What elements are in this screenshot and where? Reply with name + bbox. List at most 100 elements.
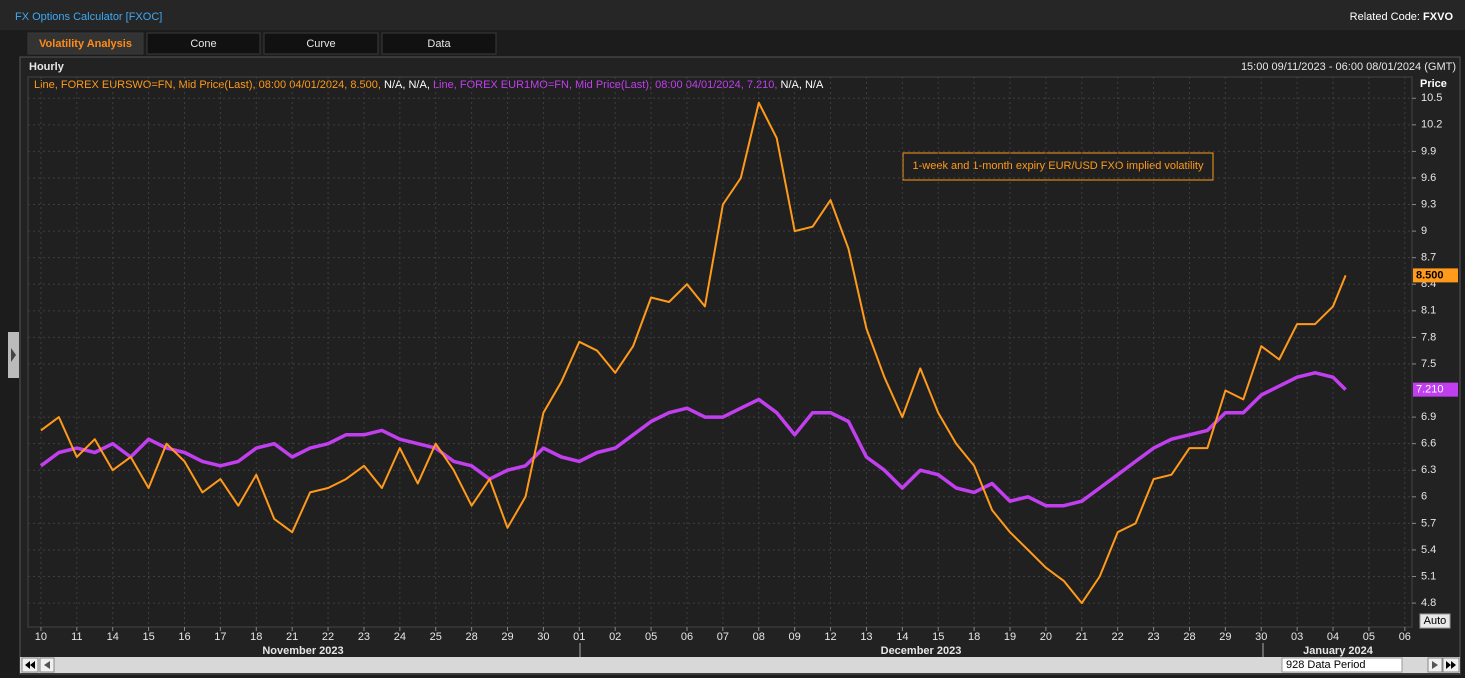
related-code-value[interactable]: FXVO (1423, 11, 1453, 23)
legend-entry: Line, FOREX EUR1MO=FN, Mid Price(Last), … (433, 79, 778, 91)
frequency-label: Hourly (29, 61, 65, 73)
scroll-first-icon (25, 661, 35, 669)
tab[interactable] (27, 32, 144, 55)
tab[interactable] (381, 32, 497, 55)
tab[interactable] (146, 32, 261, 55)
y-tick-label: 6.3 (1421, 464, 1436, 476)
data-period-box[interactable] (1281, 657, 1403, 673)
x-tick-label: 25 (430, 631, 442, 643)
x-tick-label: 04 (1327, 631, 1339, 643)
x-tick-label: 15 (142, 631, 154, 643)
x-tick-label: 15 (932, 631, 944, 643)
x-tick-label: 24 (394, 631, 406, 643)
date-range: 15:00 09/11/2023 - 06:00 08/01/2024 (GMT… (1241, 61, 1456, 73)
x-tick-label: 28 (1183, 631, 1195, 643)
x-tick-label: 08 (753, 631, 765, 643)
y-tick-label: 9 (1421, 225, 1427, 237)
x-tick-label: 17 (214, 631, 226, 643)
y-tick-label: 10.2 (1421, 119, 1442, 131)
x-tick-label: 22 (322, 631, 334, 643)
x-tick-label: 06 (681, 631, 693, 643)
x-tick-label: 14 (896, 631, 908, 643)
x-tick-label: 19 (1004, 631, 1016, 643)
last-value-box (1413, 268, 1458, 283)
legend: Line, FOREX EURSWO=FN, Mid Price(Last), … (34, 79, 824, 91)
x-tick-label: 30 (537, 631, 549, 643)
x-tick-label: 09 (789, 631, 801, 643)
y-tick-label: 9.9 (1421, 145, 1436, 157)
x-tick-label: 23 (358, 631, 370, 643)
x-tick-label: 14 (107, 631, 119, 643)
last-value-label: 7.210 (1416, 384, 1444, 396)
y-tick-label: 7.5 (1421, 358, 1436, 370)
x-tick-label: 02 (609, 631, 621, 643)
app-title: FX Options Calculator [FXOC] (15, 11, 162, 23)
x-tick-label: 10 (35, 631, 47, 643)
y-tick-label: 6 (1421, 491, 1427, 503)
x-tick-label: 06 (1399, 631, 1411, 643)
series-line (39, 371, 1347, 508)
data-period[interactable]: 928 Data Period (1286, 659, 1366, 671)
x-tick-label: 21 (1076, 631, 1088, 643)
x-tick-label: 30 (1255, 631, 1267, 643)
x-tick-label: 22 (1112, 631, 1124, 643)
y-tick-label: 8.7 (1421, 252, 1436, 264)
x-tick-label: 11 (71, 631, 82, 643)
y-tick-label: 5.7 (1421, 517, 1436, 529)
x-tick-label: 20 (1040, 631, 1052, 643)
related-code: Related Code: FXVO (1350, 11, 1454, 23)
tab-label[interactable]: Curve (306, 38, 335, 50)
x-tick-label: 28 (466, 631, 478, 643)
scroll-prev-icon (44, 661, 50, 669)
x-tick-label: 03 (1291, 631, 1303, 643)
auto-button-label[interactable]: Auto (1424, 615, 1447, 627)
title-bar (0, 0, 1465, 30)
x-tick-label: 18 (968, 631, 980, 643)
scroll-next-icon (1432, 661, 1438, 669)
x-tick-label: 18 (250, 631, 262, 643)
y-tick-label: 5.1 (1421, 570, 1436, 582)
month-label: January 2024 (1303, 645, 1374, 657)
legend-suffix: N/A, N/A, (384, 79, 430, 91)
y-tick-label: 6.6 (1421, 438, 1436, 450)
tab-bar: Volatility Analysis Cone Curve Data (27, 32, 497, 55)
x-tick-label: 16 (178, 631, 190, 643)
month-label: December 2023 (881, 645, 962, 657)
x-tick-label: 12 (824, 631, 836, 643)
x-tick-label: 05 (645, 631, 657, 643)
y-tick-label: 4.8 (1421, 597, 1436, 609)
legend-entry: Line, FOREX EURSWO=FN, Mid Price(Last), … (34, 79, 381, 91)
x-tick-label: 05 (1363, 631, 1375, 643)
x-tick-label: 29 (1219, 631, 1231, 643)
y-tick-label: 7.8 (1421, 331, 1436, 343)
y-tick-label: 9.6 (1421, 172, 1436, 184)
x-tick-label: 29 (501, 631, 513, 643)
auto-button[interactable] (1419, 613, 1451, 629)
y-tick-label: 5.4 (1421, 544, 1436, 556)
y-tick-label: 9.3 (1421, 198, 1436, 210)
x-tick-label: 01 (573, 631, 585, 643)
scroll-last-icon (1446, 661, 1456, 669)
annotation-box (902, 152, 1214, 181)
tab-label[interactable]: Volatility Analysis (39, 38, 132, 50)
x-tick-label: 13 (860, 631, 872, 643)
legend-suffix: N/A, N/A (781, 79, 824, 91)
scroll-bar (20, 657, 1460, 673)
series-line (40, 101, 1347, 605)
x-tick-label: 23 (1147, 631, 1159, 643)
annotation: 1-week and 1-month expiry EUR/USD FXO im… (913, 160, 1204, 172)
y-tick-label: 8.1 (1421, 305, 1436, 317)
related-code-label: Related Code: (1350, 11, 1420, 23)
y-tick-label: 6.9 (1421, 411, 1436, 423)
tab-label[interactable]: Data (427, 38, 451, 50)
y-axis-label: Price (1420, 78, 1447, 90)
plot-area (27, 76, 1413, 628)
tab-label[interactable]: Cone (190, 38, 216, 50)
tab[interactable] (263, 32, 379, 55)
x-tick-label: 21 (286, 631, 298, 643)
last-value-label: 8.500 (1416, 269, 1444, 281)
month-label: November 2023 (262, 645, 343, 657)
x-tick-label: 07 (717, 631, 729, 643)
